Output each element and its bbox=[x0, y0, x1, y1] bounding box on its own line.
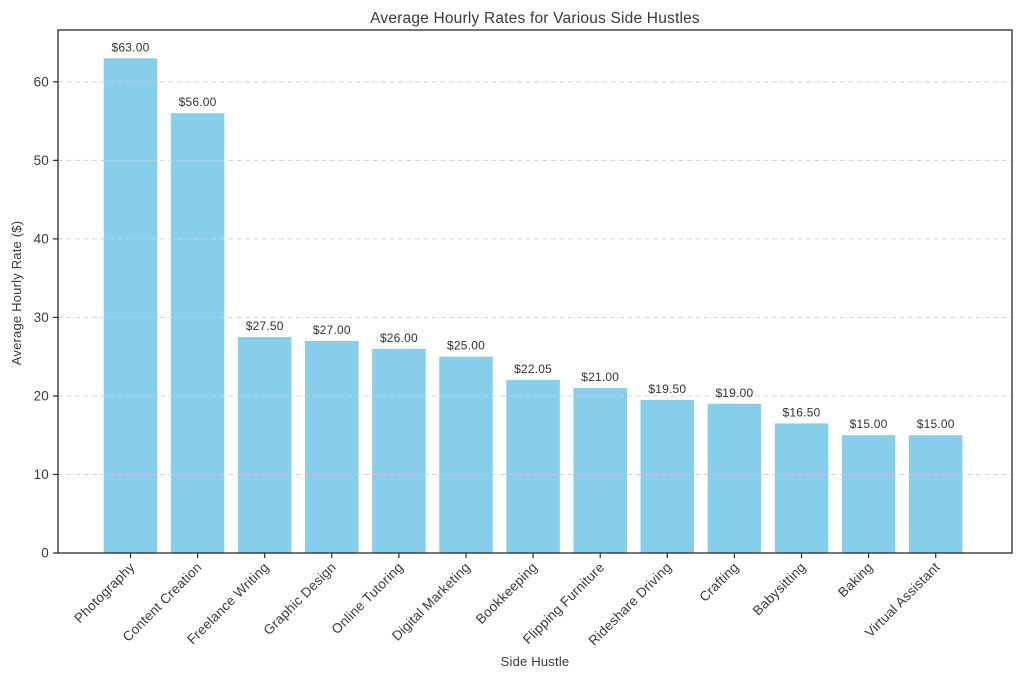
bar-2 bbox=[237, 337, 292, 553]
bar-value-label: $15.00 bbox=[850, 417, 888, 431]
y-axis-label: Average Hourly Rate ($) bbox=[9, 221, 24, 366]
x-tick-label: Online Tutoring bbox=[329, 560, 406, 637]
bar-value-label: $22.05 bbox=[514, 362, 552, 376]
bar-value-label: $27.00 bbox=[313, 323, 351, 337]
bar-value-label: $27.50 bbox=[246, 319, 284, 333]
x-tick-label: Babysitting bbox=[750, 560, 809, 619]
bar-1 bbox=[170, 113, 225, 554]
bar-value-label: $15.00 bbox=[917, 417, 955, 431]
bar-0 bbox=[103, 58, 158, 554]
bar-value-label: $25.00 bbox=[447, 339, 485, 353]
bars-group bbox=[103, 58, 963, 554]
bar-6 bbox=[506, 379, 560, 553]
bar-11 bbox=[841, 435, 896, 553]
bar-value-label: $19.00 bbox=[715, 386, 753, 400]
y-tick-label: 0 bbox=[41, 546, 49, 561]
bar-8 bbox=[640, 399, 695, 553]
bar-5 bbox=[439, 356, 493, 553]
x-tick-label: Photography bbox=[71, 559, 137, 625]
x-tick-label: Baking bbox=[835, 560, 876, 601]
bar-4 bbox=[372, 348, 426, 553]
x-tick-label: Crafting bbox=[696, 560, 741, 605]
y-tick-label: 20 bbox=[34, 388, 49, 403]
y-tick-label: 10 bbox=[34, 467, 49, 482]
x-tick-label: Bookkeeping bbox=[473, 560, 540, 627]
bar-7 bbox=[573, 388, 627, 553]
bar-value-label: $26.00 bbox=[380, 331, 418, 345]
gridlines-group bbox=[58, 81, 1012, 475]
bar-value-label: $63.00 bbox=[112, 40, 150, 54]
x-tick-label: Graphic Design bbox=[261, 560, 339, 638]
plot-border-spines bbox=[57, 29, 1013, 554]
bar-10 bbox=[774, 423, 829, 553]
bar-value-label: $16.50 bbox=[783, 405, 821, 419]
y-tick-label: 30 bbox=[34, 310, 49, 325]
bar-9 bbox=[707, 403, 762, 553]
y-tick-labels-group: 0 10 20 30 40 50 60 bbox=[34, 74, 49, 560]
bar-3 bbox=[305, 340, 359, 553]
tick-marks-group bbox=[53, 81, 937, 558]
bar-value-label: $19.50 bbox=[648, 382, 686, 396]
y-tick-label: 60 bbox=[34, 74, 49, 89]
bar-value-label: $21.00 bbox=[581, 370, 619, 384]
bar-value-labels-group: $63.00 $56.00 $27.50 $27.00 $26.00 $25.00 $22.… bbox=[112, 40, 955, 431]
x-axis-label: Side Hustle bbox=[501, 654, 570, 669]
bar-12 bbox=[908, 435, 963, 553]
y-tick-label: 40 bbox=[34, 231, 49, 246]
chart-title: Average Hourly Rates for Various Side Hu… bbox=[370, 10, 700, 27]
bar-value-label: $56.00 bbox=[179, 95, 217, 109]
y-tick-label: 50 bbox=[34, 153, 49, 168]
